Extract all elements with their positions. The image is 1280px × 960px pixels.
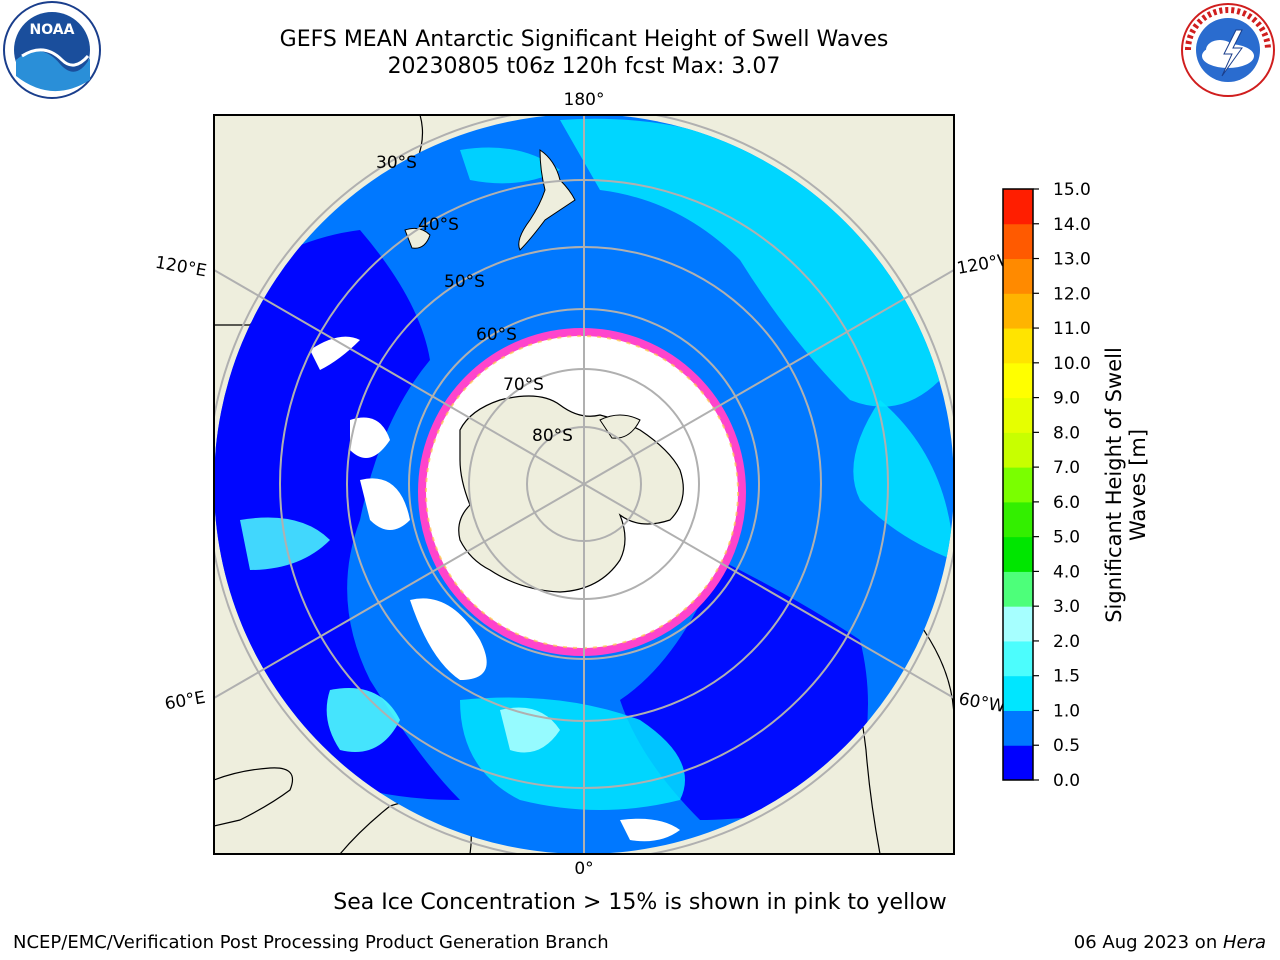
swell-region-low-west [214,230,460,800]
chart-title: GEFS MEAN Antarctic Significant Height o… [279,27,889,52]
colorbar-tick-label: 13.0 [1053,250,1091,270]
colorbar-segment [1003,258,1033,294]
colorbar-tick-label: 1.5 [1053,667,1080,687]
chart-subtitle: 20230805 t06z 120h fcst Max: 3.07 [387,54,781,79]
swell-region-mid-tasman [460,147,560,184]
colorbar-title: Significant Height of Swell Waves [m] [1102,347,1150,623]
noaa-logo-text: NOAA [30,22,75,38]
date-stamp: 06 Aug 2023 on Hera [1074,932,1266,953]
colorbar-segment [1003,571,1033,607]
colorbar-tick-label: 2.0 [1053,632,1080,652]
colorbar-title-line1: Significant Height of Swell [1102,347,1126,623]
lat-label-70s: 70°S [503,375,544,395]
colorbar-segment [1003,640,1033,677]
lon-label-60w: 60°W [957,689,1007,717]
map-frame [213,114,955,855]
colorbar-segment [1003,606,1033,642]
colorbar-frame [1002,188,1034,781]
colorbar-tick-label: 6.0 [1053,493,1080,513]
sea-ice-caption: Sea Ice Concentration > 15% is shown in … [333,890,947,915]
colorbar-segment [1003,328,1033,364]
lon-label-0: 0° [574,859,593,879]
colorbar-tick-label: 15.0 [1053,180,1091,200]
swell-region-mid-east [853,400,954,560]
credit-line: NCEP/EMC/Verification Post Processing Pr… [13,932,609,953]
colorbar-tick-label: 0.5 [1053,736,1080,756]
lat-label-40s: 40°S [418,215,459,235]
colorbar-segment [1003,467,1033,503]
lat-label-80s: 80°S [532,426,573,446]
lon-label-120e: 120°E [154,253,208,282]
colorbar-tick-label: 9.0 [1053,389,1080,409]
colorbar-segment [1003,223,1033,260]
colorbar-segment [1003,189,1033,225]
colorbar [1003,189,1033,781]
colorbar-segment [1003,710,1033,746]
sea-ice-patch [350,417,390,458]
sea-ice-patch [310,336,360,370]
host-name: Hera [1222,932,1266,953]
colorbar-tick-label: 14.0 [1053,215,1091,235]
date-text: 06 Aug 2023 on [1073,932,1223,953]
colorbar-segment [1003,745,1033,781]
sea-ice-patch [410,598,487,680]
lon-label-60e: 60°E [163,688,207,715]
colorbar-segment [1003,536,1033,572]
colorbar-title-line2: Waves [m] [1126,428,1150,542]
nws-logo [1181,3,1275,97]
colorbar-ticks: 0.0 0.5 1.0 1.5 2.0 3.0 4.0 5.0 6.0 7.0 8.0 9.0 10.0… [1033,180,1091,791]
lat-label-50s: 50°S [444,272,485,292]
colorbar-tick-label: 10.0 [1053,354,1091,374]
noaa-logo: NOAA [3,1,101,99]
colorbar-tick-label: 1.0 [1053,701,1080,721]
swell-region-high-south-west [326,688,400,752]
colorbar-segment [1003,362,1033,399]
colorbar-tick-label: 11.0 [1053,319,1091,339]
lon-label-180: 180° [564,90,605,110]
sea-ice-patch [360,478,410,530]
swell-region-low-east [620,560,868,820]
colorbar-tick-label: 0.0 [1053,771,1080,791]
colorbar-segment [1003,397,1033,433]
colorbar-tick-label: 3.0 [1053,597,1080,617]
swell-region-mid-north [560,118,940,407]
colorbar-segment [1003,675,1033,711]
madagascar-landmass [214,767,294,827]
sea-ice-patch [620,818,680,842]
meridian-lines [214,115,954,854]
colorbar-tick-label: 4.0 [1053,562,1080,582]
lat-label-60s: 60°S [476,325,517,345]
colorbar-tick-label: 5.0 [1053,528,1080,548]
colorbar-segment [1003,501,1033,538]
colorbar-tick-label: 7.0 [1053,458,1080,478]
colorbar-segment [1003,293,1033,329]
colorbar-segment [1003,432,1033,468]
colorbar-tick-label: 12.0 [1053,284,1091,304]
lat-label-30s: 30°S [376,153,417,173]
colorbar-tick-label: 8.0 [1053,423,1080,443]
